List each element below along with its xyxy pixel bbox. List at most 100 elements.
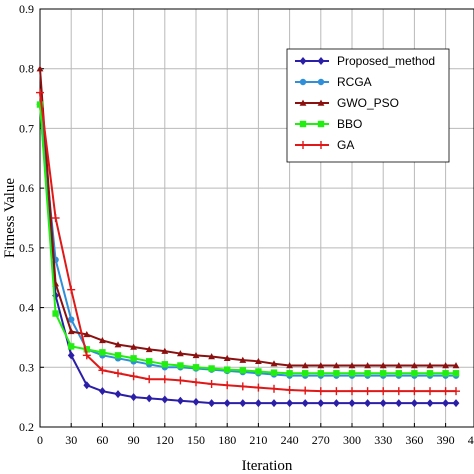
square-marker xyxy=(52,310,59,317)
plus-marker xyxy=(410,387,419,396)
triangle-marker xyxy=(395,362,403,369)
plus-marker xyxy=(363,387,372,396)
x-axis-title: Iteration xyxy=(242,458,293,474)
diamond-marker xyxy=(255,399,262,408)
diamond-marker xyxy=(114,390,122,399)
series-line xyxy=(39,104,456,375)
square-marker xyxy=(286,370,293,377)
triangle-marker xyxy=(67,328,75,335)
plus-marker xyxy=(238,382,247,391)
diamond-marker xyxy=(395,399,403,408)
plus-marker xyxy=(114,369,122,378)
plus-marker xyxy=(348,387,356,396)
series-line xyxy=(39,104,456,405)
x-tick-label: 270 xyxy=(312,433,330,447)
plus-marker xyxy=(82,351,91,360)
diamond-marker xyxy=(442,399,449,408)
diamond-marker xyxy=(426,399,434,408)
series-ga xyxy=(36,88,460,396)
triangle-marker xyxy=(317,362,325,369)
legend-item: RCGA xyxy=(295,75,372,89)
diamond-marker xyxy=(208,399,215,408)
triangle-marker xyxy=(99,337,106,344)
plus-marker xyxy=(301,386,310,395)
legend-label: Proposed_method xyxy=(337,54,435,68)
triangle-marker xyxy=(333,362,340,369)
x-tick-label: 240 xyxy=(281,433,299,447)
x-tick-label: 150 xyxy=(187,433,205,447)
plus-marker xyxy=(270,384,278,393)
square-marker xyxy=(426,370,434,377)
y-tick-label: 0.5 xyxy=(19,241,34,255)
x-tick-label: 180 xyxy=(218,433,236,447)
legend-item: Proposed_method xyxy=(295,54,435,68)
legend-label: GA xyxy=(337,138,354,152)
triangle-marker xyxy=(161,347,169,354)
diamond-marker xyxy=(67,351,75,360)
plot-frame xyxy=(39,8,474,428)
plus-marker xyxy=(145,375,154,384)
plus-marker xyxy=(160,375,169,384)
plus-marker xyxy=(207,380,216,389)
diamond-marker xyxy=(317,57,325,65)
circle-marker xyxy=(68,316,75,323)
y-tick-label: 0.9 xyxy=(19,2,34,16)
square-marker xyxy=(270,369,278,376)
triangle-marker xyxy=(114,341,122,348)
triangle-marker xyxy=(364,362,371,369)
plus-marker xyxy=(36,88,44,97)
x-axis: 0 30 60 90 120 150 180 210 240 270 300 330 360 390 400 xyxy=(37,423,474,447)
diamond-marker xyxy=(161,395,169,404)
triangle-marker xyxy=(239,356,247,363)
plus-marker xyxy=(67,285,76,294)
square-marker xyxy=(99,349,106,356)
diamond-marker xyxy=(379,399,387,408)
series-line xyxy=(39,104,456,377)
plus-marker xyxy=(129,372,138,381)
diamond-marker xyxy=(452,399,460,408)
y-axis-title: Fitness Value xyxy=(2,178,18,258)
plus-marker xyxy=(379,387,388,396)
plus-marker xyxy=(452,387,460,396)
diamond-marker xyxy=(83,381,91,390)
series-gwo-pso xyxy=(36,65,460,369)
square-marker xyxy=(224,366,231,373)
triangle-marker xyxy=(452,362,460,369)
triangle-marker xyxy=(130,343,137,350)
diamond-marker xyxy=(286,399,293,408)
x-tick-label: 360 xyxy=(405,433,423,447)
diamond-marker xyxy=(333,399,340,408)
triangle-marker xyxy=(301,362,309,369)
diamond-marker xyxy=(348,399,356,408)
legend-box xyxy=(286,48,450,163)
square-marker xyxy=(348,370,356,377)
triangle-marker xyxy=(145,345,153,353)
series-line xyxy=(39,68,456,367)
diamond-marker xyxy=(130,393,137,402)
triangle-marker xyxy=(36,65,44,72)
plus-marker xyxy=(176,376,185,385)
square-marker xyxy=(333,370,340,377)
triangle-marker xyxy=(317,99,325,106)
triangle-marker xyxy=(270,360,278,367)
legend-label: RCGA xyxy=(337,75,372,89)
series-bbo xyxy=(36,101,460,377)
diamond-marker xyxy=(145,394,153,403)
square-marker xyxy=(177,362,184,369)
plus-marker xyxy=(285,385,294,394)
diamond-marker xyxy=(239,399,247,408)
circle-marker xyxy=(317,78,325,86)
square-marker xyxy=(317,370,324,377)
legend-item: BBO xyxy=(295,117,362,131)
x-tick-label: 0 xyxy=(37,433,43,447)
diamond-marker xyxy=(301,399,309,408)
diamond-marker xyxy=(99,387,106,396)
diamond-marker xyxy=(364,399,371,408)
series-line xyxy=(39,92,456,393)
legend-label: GWO_PSO xyxy=(337,96,399,110)
triangle-marker xyxy=(208,353,215,360)
plus-marker xyxy=(316,387,325,396)
diamond-marker xyxy=(270,399,278,408)
square-marker xyxy=(317,120,325,128)
